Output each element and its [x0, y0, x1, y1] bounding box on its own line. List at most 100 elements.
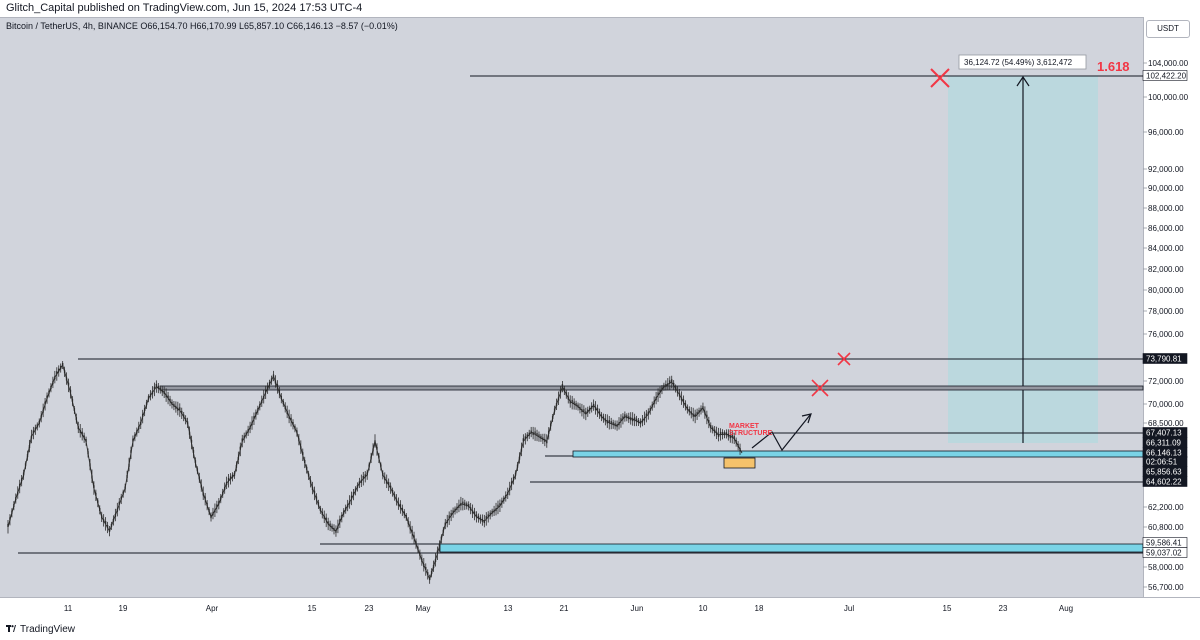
candle-body: [141, 413, 144, 417]
candle-body: [58, 368, 60, 372]
candle-body: [612, 422, 614, 426]
candle-body: [325, 517, 327, 521]
target-arrow-head: [1016, 75, 1030, 87]
currency-button[interactable]: USDT: [1146, 20, 1190, 38]
x-tick-label: 23: [365, 604, 374, 613]
candle-body: [253, 416, 255, 420]
candle-body: [327, 521, 329, 525]
x-tick-label: Apr: [206, 604, 219, 613]
candle-body: [352, 492, 355, 496]
tradingview-logo-icon: [6, 625, 16, 632]
candle-body: [104, 521, 107, 525]
candle-body: [499, 503, 501, 507]
price-badge-label: 66,311.09: [1146, 439, 1182, 448]
candle-body: [229, 476, 232, 480]
candle-body: [155, 383, 158, 387]
candle-body: [538, 434, 540, 438]
projected-path: [751, 414, 811, 452]
price-badge-label: 02:06:51: [1146, 458, 1178, 467]
y-tick-label: 90,000.00: [1148, 184, 1184, 193]
candle-body: [571, 399, 573, 403]
candle-body: [167, 395, 169, 399]
candle-body: [450, 512, 452, 516]
candle-body: [362, 475, 364, 479]
candle-body: [387, 482, 390, 486]
price-badge-label: 64,602.22: [1146, 478, 1182, 487]
time-axis[interactable]: [0, 597, 1200, 620]
price-badge-label: 59,037.02: [1146, 549, 1182, 558]
candle-body: [241, 438, 243, 442]
candle-body: [452, 510, 454, 514]
candle-body: [694, 413, 696, 417]
fib-ratio-label: 1.618: [1097, 59, 1130, 74]
x-tick-label: Jun: [631, 604, 644, 613]
price-badge-label: 73,790.81: [1146, 355, 1182, 364]
candle-body: [583, 409, 585, 413]
candle-body: [657, 392, 659, 396]
x-tick-label: Aug: [1059, 604, 1073, 613]
y-tick-label: 78,000.00: [1148, 307, 1184, 316]
y-tick-label: 96,000.00: [1148, 128, 1184, 137]
y-tick-label: 82,000.00: [1148, 265, 1184, 274]
ohlc-close: C66,146.13: [286, 21, 334, 31]
x-tick-label: 11: [64, 604, 73, 613]
x-tick-label: 13: [504, 604, 513, 613]
ohlc-open: O66,154.70: [140, 21, 188, 31]
candle-body: [682, 399, 685, 403]
red-x-mark-target: [930, 68, 950, 88]
price-axis[interactable]: [1143, 17, 1200, 597]
candle-body: [264, 389, 267, 393]
candle-body: [575, 403, 577, 407]
candle-body: [475, 514, 478, 518]
candle-body: [647, 411, 649, 415]
candle-body: [19, 483, 21, 487]
x-tick-label: 15: [943, 604, 952, 613]
order-block-box: [723, 457, 756, 469]
candle-body: [169, 398, 171, 402]
footer: TradingView: [0, 619, 1200, 640]
candle-body: [179, 407, 181, 411]
candle-body: [608, 420, 610, 423]
y-tick-label: 62,200.00: [1148, 503, 1184, 512]
price-badge-label: 65,856.63: [1146, 468, 1182, 477]
candle-body: [610, 421, 612, 425]
y-tick-label: 58,000.00: [1148, 563, 1184, 572]
symbol-legend: Bitcoin / TetherUS, 4h, BINANCE O66,154.…: [6, 21, 398, 31]
y-tick-label: 60,800.00: [1148, 523, 1184, 532]
candle-body: [389, 485, 392, 489]
candle-body: [227, 478, 230, 482]
candle-body: [522, 438, 525, 442]
candle-body: [464, 502, 466, 506]
candle-body: [466, 503, 468, 507]
candle-body: [672, 382, 675, 386]
candle-body: [266, 385, 269, 389]
support-zone-59586: [439, 543, 1144, 553]
y-tick-label: 100,000.00: [1148, 93, 1189, 102]
candle-body: [671, 379, 673, 383]
y-tick-label: 84,000.00: [1148, 244, 1184, 253]
x-tick-label: Jul: [844, 604, 854, 613]
candle-body: [216, 504, 218, 508]
measure-label: 36,124.72 (54.49%) 3,612,472: [964, 58, 1073, 67]
candle-body: [81, 431, 83, 435]
candle-body: [487, 514, 489, 518]
price-badge-label: 102,422.20: [1146, 72, 1187, 81]
candle-body: [489, 512, 491, 516]
candle-body: [585, 411, 587, 415]
candle-body: [659, 389, 661, 393]
candle-body: [536, 432, 538, 436]
candle-body: [276, 384, 279, 388]
x-tick-label: 21: [560, 604, 569, 613]
red-x-mark-71200: [811, 379, 829, 397]
candle-body: [501, 500, 503, 504]
candle-body: [696, 411, 698, 415]
candle-body: [473, 511, 476, 515]
price-badge: [1142, 70, 1188, 81]
candle-body: [231, 474, 234, 478]
candle-body: [587, 409, 589, 413]
candle-body: [598, 411, 601, 415]
price-badge: [1142, 547, 1188, 558]
publisher-line: Glitch_Capital published on TradingView.…: [0, 0, 1200, 17]
candle-body: [717, 433, 720, 437]
candle-body: [350, 495, 353, 499]
